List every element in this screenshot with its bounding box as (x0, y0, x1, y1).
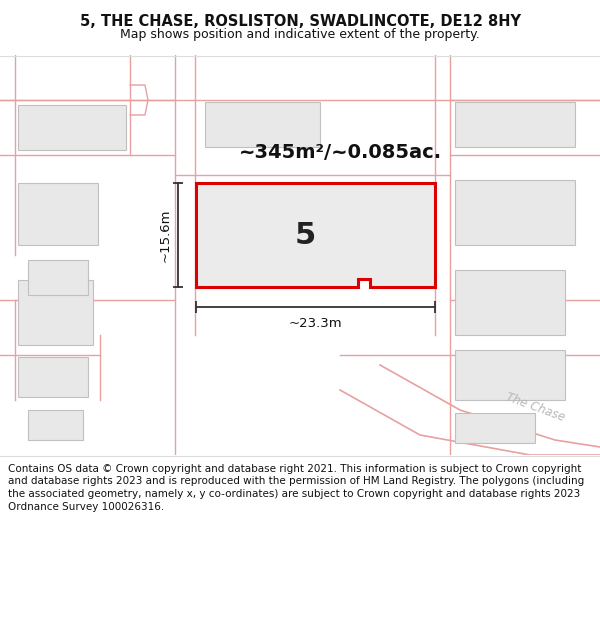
Text: ~23.3m: ~23.3m (289, 317, 343, 330)
Bar (18, 183, 98, 245)
Bar (455, 180, 575, 245)
Bar (18, 280, 93, 345)
Text: 5, THE CHASE, ROSLISTON, SWADLINCOTE, DE12 8HY: 5, THE CHASE, ROSLISTON, SWADLINCOTE, DE… (79, 14, 521, 29)
Bar (455, 270, 565, 335)
Bar (455, 413, 535, 443)
Bar (28, 410, 83, 440)
Bar (28, 260, 88, 295)
Text: ~15.6m: ~15.6m (159, 208, 172, 262)
Text: Contains OS data © Crown copyright and database right 2021. This information is : Contains OS data © Crown copyright and d… (8, 464, 584, 512)
Text: Map shows position and indicative extent of the property.: Map shows position and indicative extent… (120, 28, 480, 41)
Bar (455, 102, 575, 147)
Bar (205, 102, 320, 147)
Bar (455, 350, 565, 400)
Text: The Chase: The Chase (503, 390, 566, 424)
Text: 5: 5 (295, 221, 316, 249)
Bar (18, 105, 126, 150)
Text: ~345m²/~0.085ac.: ~345m²/~0.085ac. (238, 144, 442, 162)
Polygon shape (196, 183, 435, 287)
Bar (18, 357, 88, 397)
